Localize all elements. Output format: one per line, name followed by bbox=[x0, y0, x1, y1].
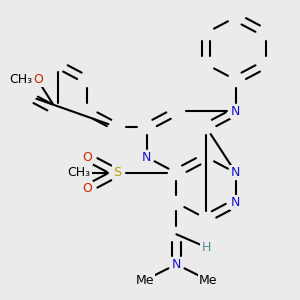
Text: CH₃: CH₃ bbox=[10, 74, 33, 86]
Text: Me: Me bbox=[136, 274, 154, 286]
Text: O: O bbox=[33, 74, 43, 86]
Text: H: H bbox=[202, 241, 211, 254]
Text: N: N bbox=[172, 258, 181, 271]
Text: N: N bbox=[142, 151, 152, 164]
Text: Me: Me bbox=[199, 274, 217, 286]
Text: CH₃: CH₃ bbox=[68, 167, 91, 179]
Text: O: O bbox=[82, 151, 92, 164]
Text: N: N bbox=[231, 167, 241, 179]
Text: N: N bbox=[231, 105, 241, 118]
Text: O: O bbox=[82, 182, 92, 195]
Text: N: N bbox=[231, 196, 241, 209]
Text: S: S bbox=[113, 167, 121, 179]
